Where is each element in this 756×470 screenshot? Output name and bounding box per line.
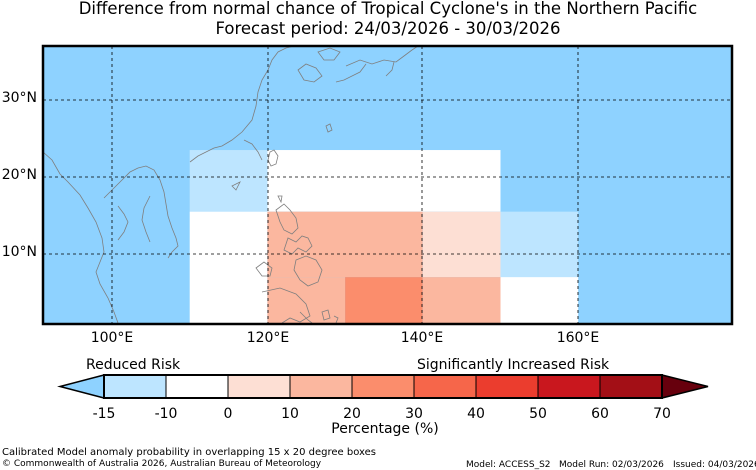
colorbar-under-arrow — [57, 374, 105, 399]
colorbar-tick-label: 20 — [343, 406, 361, 422]
risk-cell — [422, 211, 501, 278]
lat-label: 20°N — [1, 167, 37, 183]
colorbar-segment — [599, 374, 663, 399]
risk-cell — [422, 277, 501, 324]
colorbar-tick-label: -15 — [92, 406, 116, 422]
lat-label: 10°N — [1, 244, 37, 260]
footer-copyright: © Commonwealth of Australia 2026, Austra… — [2, 459, 322, 469]
colorbar-segment — [475, 374, 539, 399]
colorbar-axis-label: Percentage (%) — [331, 421, 439, 437]
risk-cell — [267, 277, 346, 324]
risk-cell — [267, 150, 501, 212]
colorbar-segment — [289, 374, 353, 399]
increased-risk-label: Significantly Increased Risk — [417, 357, 610, 373]
colorbar-tick-label: 50 — [529, 406, 547, 422]
footer-issued: Issued: 04/03/2026 — [673, 460, 756, 470]
risk-cells — [189, 150, 579, 324]
colorbar-tick-label: 0 — [223, 406, 233, 422]
colorbar-outline — [103, 374, 663, 399]
risk-cell — [189, 211, 268, 324]
colorbar-segment — [413, 374, 477, 399]
lat-label: 30°N — [1, 90, 37, 106]
risk-cell — [189, 150, 268, 212]
colorbar-segment — [165, 374, 229, 399]
chart-title: Difference from normal chance of Tropica… — [78, 0, 698, 18]
lon-label: 120°E — [246, 330, 290, 346]
lon-label: 140°E — [400, 330, 444, 346]
colorbar-segment — [351, 374, 415, 399]
colorbar-tick-label: 40 — [467, 406, 485, 422]
colorbar — [57, 374, 709, 399]
gridlines — [43, 46, 732, 324]
reduced-risk-label: Reduced Risk — [86, 357, 181, 373]
colorbar-tick-label: -10 — [154, 406, 178, 422]
footer-model: Model: ACCESS_S2 — [466, 460, 551, 470]
colorbar-tick-label: 70 — [653, 406, 671, 422]
footer-note: Calibrated Model anomaly probability in … — [2, 447, 377, 458]
colorbar-segment — [103, 374, 167, 399]
risk-cell — [500, 211, 579, 278]
colorbar-tick-label: 60 — [591, 406, 609, 422]
forecast-period: Forecast period: 24/03/2026 - 30/03/2026 — [215, 19, 561, 38]
risk-cell — [267, 211, 423, 278]
footer-model-run: Model Run: 02/03/2026 — [559, 460, 664, 470]
lon-label: 100°E — [90, 330, 134, 346]
lon-label: 160°E — [556, 330, 600, 346]
risk-cell — [345, 277, 423, 324]
colorbar-segment — [227, 374, 291, 399]
colorbar-segment — [537, 374, 601, 399]
colorbar-tick-label: 30 — [405, 406, 423, 422]
colorbar-tick-label: 10 — [281, 406, 299, 422]
risk-cell — [500, 277, 579, 324]
colorbar-over-arrow — [661, 374, 709, 399]
map-frame — [41, 44, 734, 326]
